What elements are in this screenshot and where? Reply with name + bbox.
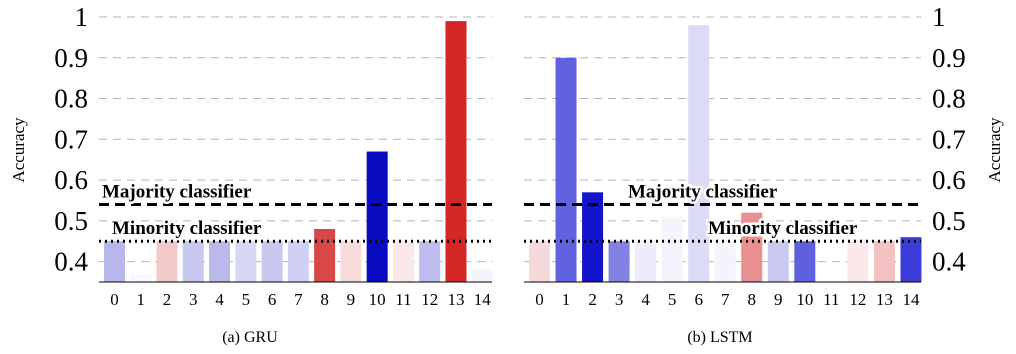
bar: [340, 241, 362, 282]
y-tick-label: 1: [932, 2, 946, 32]
bar: [714, 241, 736, 282]
x-tick-label: 12: [849, 290, 866, 309]
bar: [156, 241, 178, 282]
x-tick-label: 2: [163, 290, 172, 309]
x-tick-label: 8: [320, 290, 329, 309]
y-tick-label: 0.8: [932, 84, 966, 114]
x-tick-label: 11: [823, 290, 839, 309]
x-tick-label: 10: [369, 290, 386, 309]
y-tick-label: 0.5: [54, 206, 88, 236]
x-tick-label: 0: [535, 290, 544, 309]
y-tick-label: 0.6: [54, 165, 88, 195]
x-tick-label: 6: [694, 290, 703, 309]
bar: [635, 241, 657, 282]
x-tick-label: 0: [110, 290, 119, 309]
bar: [287, 241, 309, 282]
bar: [847, 241, 869, 282]
bar: [261, 241, 283, 282]
chart-panel-gru: 0.40.50.60.70.80.910 1 2 3 4 5 6 7 8 9 10 11 12 13 14M…: [9, 2, 493, 346]
bar: [182, 241, 204, 282]
y-axis-title: Accuracy: [985, 117, 1004, 183]
minority-label: Minority classifier: [112, 218, 262, 239]
x-tick-label: 9: [347, 290, 356, 309]
bar: [445, 21, 467, 282]
y-tick-label: 0.4: [932, 247, 966, 277]
bar: [555, 57, 577, 283]
bar: [471, 269, 493, 282]
bar: [209, 241, 231, 282]
bar: [741, 212, 763, 282]
y-tick-label: 0.9: [932, 43, 966, 73]
x-tick-label: 7: [294, 290, 303, 309]
bar: [794, 241, 816, 282]
bar: [767, 241, 789, 282]
y-tick-label: 0.7: [932, 124, 966, 154]
majority-label: Majority classifier: [628, 182, 778, 203]
x-tick-label: 4: [215, 290, 224, 309]
x-tick-label: 5: [242, 290, 251, 309]
bar: [392, 241, 414, 282]
bar: [104, 241, 125, 282]
x-tick-label: 13: [447, 290, 464, 309]
x-tick-label: 1: [137, 290, 146, 309]
x-tick-label: 5: [668, 290, 677, 309]
chart-panel-lstm: 0.40.50.60.70.80.910 1 2 3 4 5 6 7 8 9 10 11 12 13 14M…: [524, 2, 1004, 346]
x-tick-label: 9: [774, 290, 783, 309]
minority-label: Minority classifier: [708, 218, 858, 239]
x-tick-label: 3: [615, 290, 624, 309]
x-tick-label: 3: [189, 290, 198, 309]
y-tick-label: 0.5: [932, 206, 966, 236]
x-tick-label: 8: [748, 290, 757, 309]
x-tick-label: 14: [474, 290, 492, 309]
bar: [419, 241, 441, 282]
y-axis-title: Accuracy: [9, 117, 28, 183]
bar: [130, 273, 152, 282]
bar: [366, 151, 388, 282]
y-tick-label: 0.9: [54, 43, 88, 73]
bar: [314, 229, 336, 282]
y-tick-label: 0.8: [54, 84, 88, 114]
x-tick-label: 12: [421, 290, 438, 309]
x-tick-label: 2: [588, 290, 597, 309]
x-tick-label: 14: [902, 290, 920, 309]
bar: [688, 25, 710, 283]
x-tick-label: 4: [641, 290, 650, 309]
x-tick-label: 13: [876, 290, 893, 309]
x-tick-label: 7: [721, 290, 730, 309]
y-tick-label: 0.6: [932, 165, 966, 195]
bar: [529, 241, 550, 282]
bar: [235, 241, 257, 282]
bar: [608, 241, 630, 282]
bar: [582, 192, 604, 282]
panel-caption: (a) GRU: [222, 329, 278, 346]
y-tick-label: 0.4: [54, 247, 88, 277]
majority-label: Majority classifier: [102, 182, 252, 203]
x-tick-label: 6: [268, 290, 277, 309]
bar: [873, 241, 895, 282]
y-tick-label: 0.7: [54, 124, 88, 154]
x-tick-label: 1: [562, 290, 571, 309]
bar: [661, 216, 683, 282]
x-tick-label: 11: [395, 290, 411, 309]
x-tick-label: 10: [796, 290, 813, 309]
panel-caption: (b) LSTM: [687, 329, 752, 346]
y-tick-label: 1: [75, 2, 89, 32]
bar: [900, 237, 922, 282]
